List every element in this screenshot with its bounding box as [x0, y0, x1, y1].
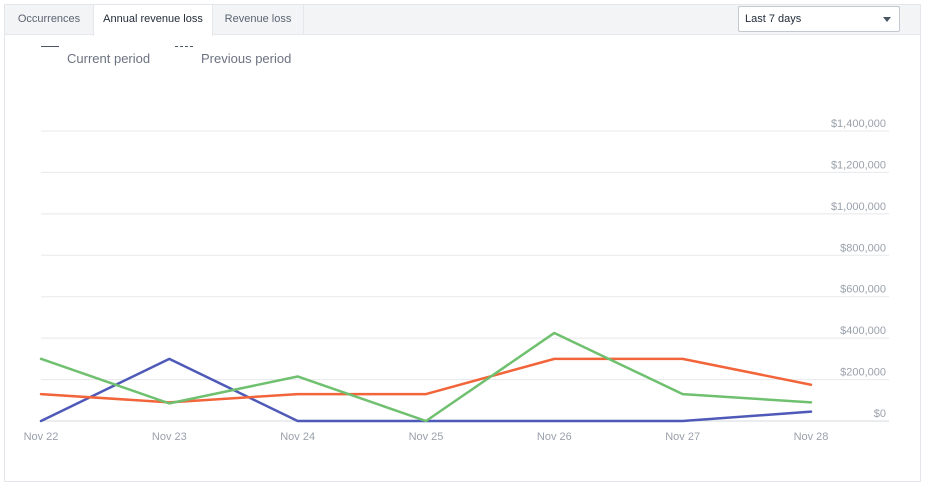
solid-line-icon — [41, 46, 59, 47]
y-tick-label: $1,200,000 — [831, 159, 886, 171]
period-select[interactable]: Last 7 days — [738, 6, 900, 32]
y-tick-label: $200,000 — [840, 367, 886, 379]
x-tick-label: Nov 25 — [409, 431, 444, 443]
series-line — [39, 331, 813, 423]
series-line — [39, 357, 813, 423]
x-tick-label: Nov 22 — [24, 431, 59, 443]
tab-occurrences[interactable]: Occurrences — [17, 13, 81, 25]
y-tick-label: $0 — [874, 408, 886, 420]
y-tick-label: $1,400,000 — [831, 118, 886, 130]
tab-revenue-loss[interactable]: Revenue loss — [213, 5, 304, 35]
x-tick-label: Nov 24 — [280, 431, 315, 443]
x-tick-label: Nov 23 — [152, 431, 187, 443]
legend-previous-period: Previous period — [175, 46, 292, 66]
y-tick-label: $1,000,000 — [831, 201, 886, 213]
x-tick-label: Nov 26 — [537, 431, 572, 443]
chevron-down-icon — [883, 17, 891, 22]
legend-current-period: Current period — [41, 46, 151, 66]
tab-annual-revenue-loss[interactable]: Annual revenue loss — [93, 5, 213, 36]
period-select-value: Last 7 days — [745, 13, 802, 25]
revenue-loss-line-chart: $0 $200,000 $400,000 $600,000 $800,000 $1,000… — [24, 118, 889, 443]
legend-current-label: Current period — [67, 51, 151, 66]
y-tick-label: $600,000 — [840, 284, 886, 296]
y-tick-label: $400,000 — [840, 325, 886, 337]
legend-previous-label: Previous period — [201, 51, 292, 66]
x-tick-label: Nov 28 — [794, 431, 829, 443]
x-tick-label: Nov 27 — [665, 431, 700, 443]
y-tick-label: $800,000 — [840, 242, 886, 254]
dashed-line-icon — [175, 46, 193, 47]
chart-panel: Occurrences Annual revenue loss Revenue … — [4, 4, 921, 482]
tab-bar: Occurrences Annual revenue loss Revenue … — [5, 5, 920, 36]
